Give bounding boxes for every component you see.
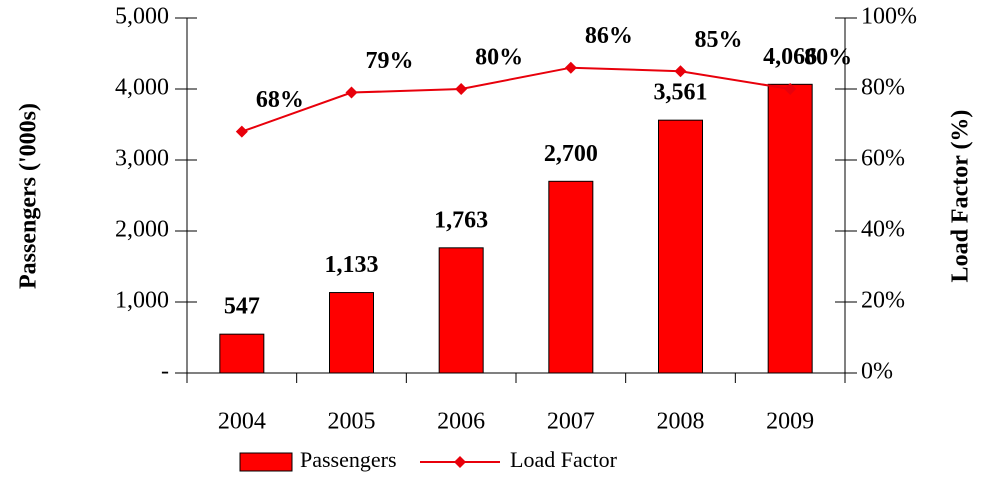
x-tick-label: 2008 <box>657 409 705 435</box>
data-label: 85% <box>695 27 743 53</box>
bar <box>658 119 703 374</box>
bar <box>767 83 813 374</box>
x-tick-label: 2006 <box>437 409 485 435</box>
data-label: 68% <box>256 87 304 113</box>
legend-swatch <box>239 452 293 472</box>
y-tick-label: - <box>161 359 169 385</box>
y2-tick-label: 40% <box>861 217 905 243</box>
bar <box>438 247 484 374</box>
data-label: 79% <box>366 48 414 74</box>
y2-tick-label: 60% <box>861 146 905 172</box>
marker <box>455 83 468 95</box>
data-label: 86% <box>585 23 633 49</box>
legend-label: Load Factor <box>510 447 618 472</box>
x-tick-label: 2009 <box>766 409 814 435</box>
data-label: 4,066 <box>763 44 817 70</box>
y-tick-label: 5,000 <box>115 4 169 30</box>
bar <box>329 292 374 374</box>
data-label: 80% <box>804 45 852 71</box>
data-label: 80% <box>475 45 523 71</box>
y2-axis-title: Load Factor (%) <box>948 110 974 283</box>
x-tick-label: 2005 <box>328 409 376 435</box>
marker <box>784 83 797 95</box>
y2-tick-label: 0% <box>861 359 893 385</box>
y-tick-label: 2,000 <box>115 217 169 243</box>
bar <box>548 180 594 374</box>
x-tick-label: 2004 <box>218 409 266 435</box>
data-label: 2,700 <box>544 141 598 167</box>
legend-label: Passengers <box>300 447 397 472</box>
y2-tick-label: 100% <box>861 4 917 30</box>
marker <box>564 61 577 74</box>
data-label: 1,133 <box>325 252 379 278</box>
y2-tick-label: 20% <box>861 288 905 314</box>
data-label: 3,561 <box>654 80 708 106</box>
y-tick-label: 4,000 <box>115 75 169 101</box>
y-tick-label: 1,000 <box>115 288 169 314</box>
data-label: 547 <box>224 294 260 320</box>
marker <box>235 125 248 138</box>
y-axis-title: Passengers ('000s) <box>16 103 42 289</box>
x-tick-label: 2007 <box>547 409 595 435</box>
marker <box>674 65 687 78</box>
y-tick-label: 3,000 <box>115 146 169 172</box>
legend-marker <box>454 456 466 468</box>
line <box>241 66 791 133</box>
bar <box>219 333 265 374</box>
y2-tick-label: 80% <box>861 75 905 101</box>
marker <box>345 86 358 99</box>
data-label: 1,763 <box>434 207 488 233</box>
